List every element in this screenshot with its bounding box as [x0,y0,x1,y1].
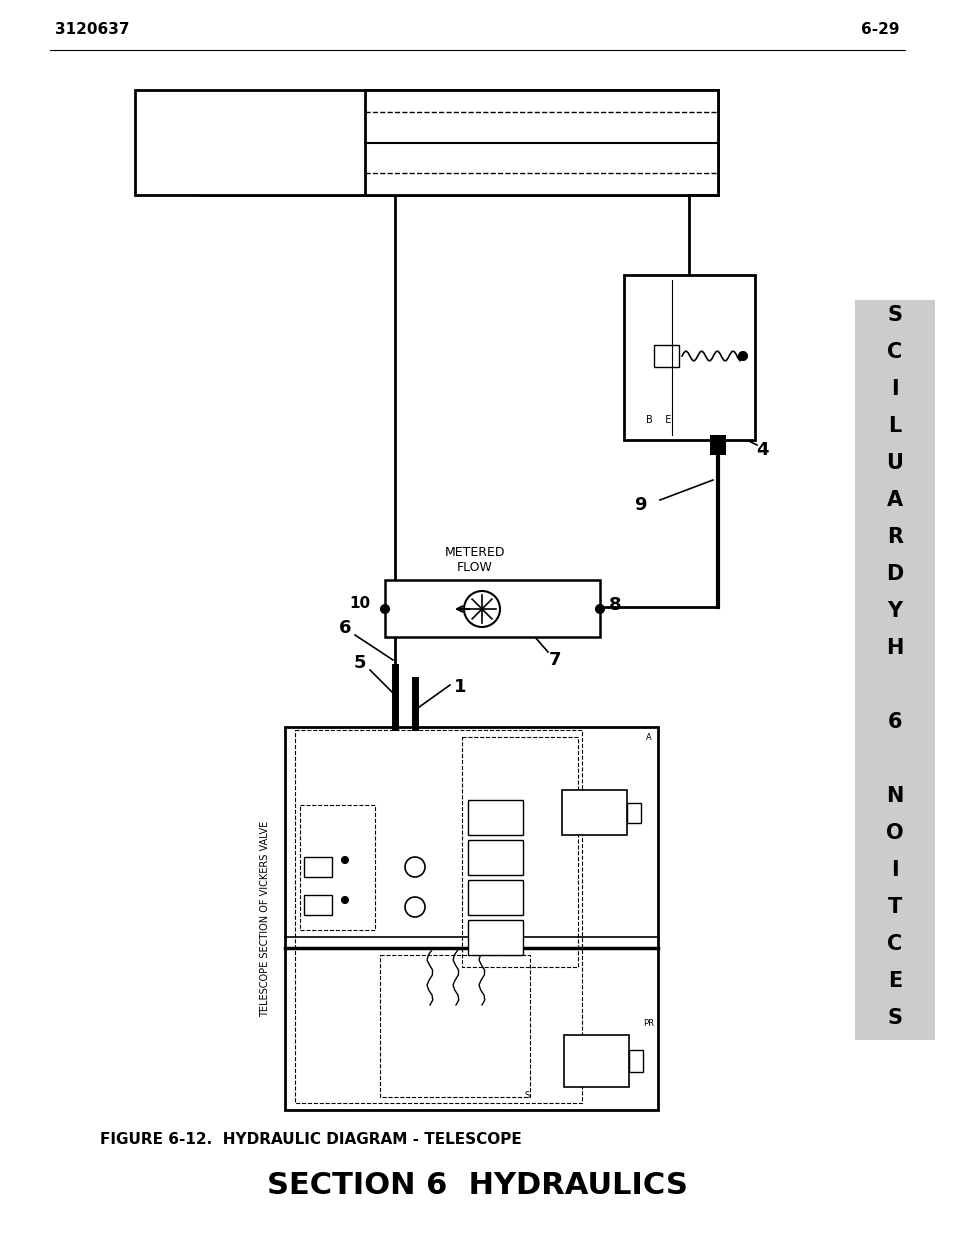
Bar [626,803,640,823]
Text: 3120637: 3120637 [55,22,130,37]
Text: 5: 5 [354,655,366,672]
Bar [304,857,332,877]
Text: L: L [887,416,901,436]
Bar [628,1050,642,1072]
Circle shape [596,605,603,613]
Circle shape [341,857,348,863]
Text: METERED
FLOW: METERED FLOW [444,546,505,574]
Text: H: H [885,637,902,658]
Text: T: T [887,897,902,916]
Circle shape [739,352,746,359]
Text: I: I [890,860,898,879]
Text: E: E [887,971,902,990]
Bar [299,805,375,930]
Bar [365,90,718,195]
Text: 6: 6 [338,619,351,637]
Text: TELESCOPE SECTION OF VICKERS VALVE: TELESCOPE SECTION OF VICKERS VALVE [260,821,270,1018]
Circle shape [463,592,499,627]
Bar [623,275,754,440]
Text: S: S [886,305,902,325]
Bar [563,1035,628,1087]
Text: FIGURE 6-12.  HYDRAULIC DIAGRAM - TELESCOPE: FIGURE 6-12. HYDRAULIC DIAGRAM - TELESCO… [100,1132,521,1147]
Bar [468,840,522,876]
Text: S: S [524,1091,530,1099]
Text: I: I [890,379,898,399]
Text: 6: 6 [887,711,902,732]
Text: B    E: B E [645,415,671,425]
Bar [468,800,522,835]
Bar [468,881,522,915]
Bar [654,345,679,367]
Text: U: U [885,453,902,473]
Text: 4: 4 [755,441,767,459]
Text: 7: 7 [548,651,560,669]
Text: PR: PR [642,1019,654,1028]
Bar [304,895,332,915]
Text: C: C [886,342,902,362]
Text: Y: Y [886,600,902,621]
Bar [135,90,718,195]
Text: A: A [645,732,651,741]
Text: C: C [886,934,902,953]
Bar [854,300,934,1040]
Bar [379,955,530,1097]
Circle shape [341,897,348,903]
Text: 1: 1 [454,678,466,697]
Bar [385,580,599,637]
Text: D: D [885,564,902,584]
Bar [561,790,626,835]
Text: 10: 10 [349,595,370,610]
Text: 6-29: 6-29 [861,22,899,37]
Text: S: S [886,1008,902,1028]
Bar [709,435,725,454]
Bar [461,737,578,967]
Bar [468,920,522,955]
Circle shape [405,857,424,877]
Text: SECTION 6  HYDRAULICS: SECTION 6 HYDRAULICS [266,1171,687,1199]
Text: A: A [886,490,902,510]
Bar [294,730,581,1103]
Text: 9: 9 [633,496,645,514]
Text: O: O [885,823,902,842]
Text: R: R [886,527,902,547]
Text: N: N [885,785,902,805]
Circle shape [380,605,389,613]
Bar [285,727,658,1110]
Text: 8: 8 [608,597,620,614]
Circle shape [405,897,424,918]
